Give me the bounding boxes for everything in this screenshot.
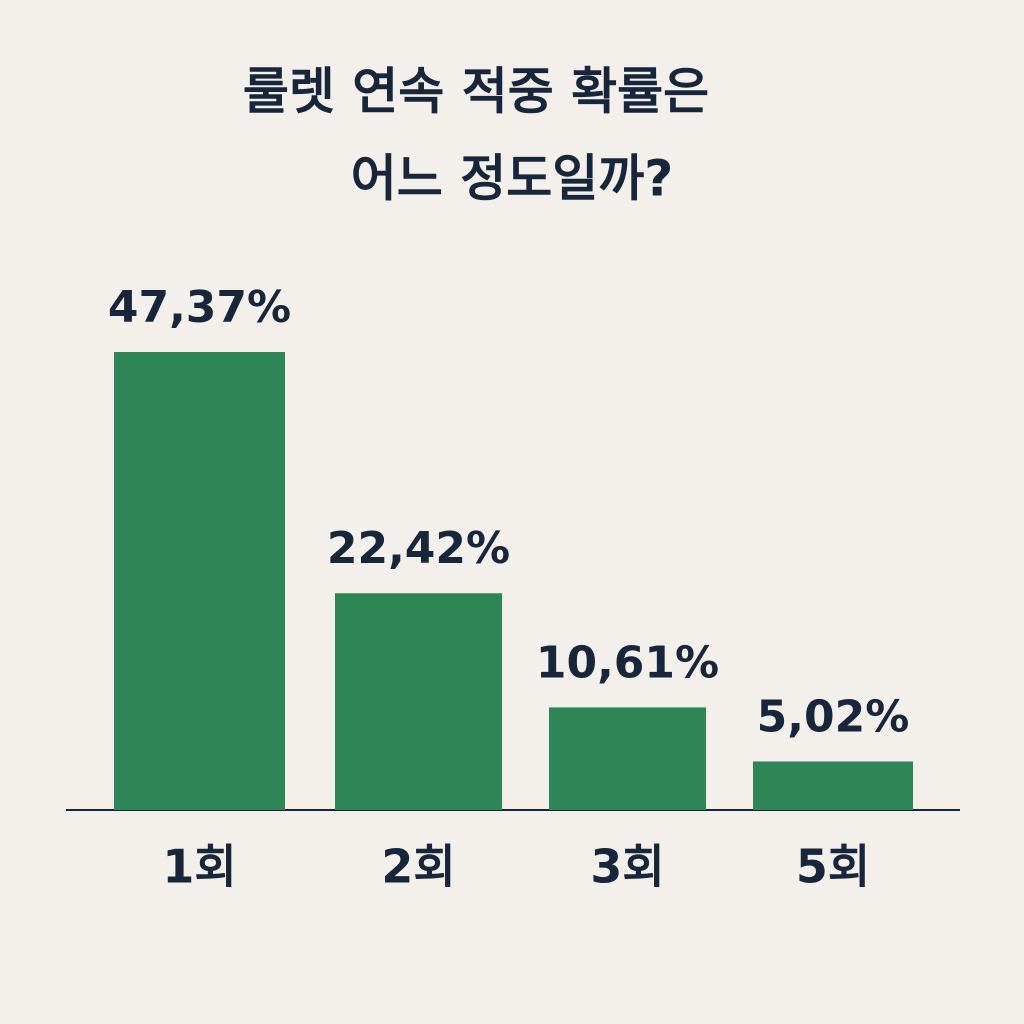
bar <box>549 707 706 810</box>
x-tick-label: 2회 <box>381 840 455 894</box>
value-label: 10,61% <box>536 637 719 688</box>
value-label: 22,42% <box>327 523 510 574</box>
bar <box>114 352 285 810</box>
x-tick-label: 1회 <box>162 840 236 894</box>
x-tick-label: 3회 <box>590 840 664 894</box>
value-label: 47,37% <box>108 282 291 333</box>
bar <box>335 593 502 810</box>
chart-title: 어느 정도일까? <box>351 150 673 208</box>
x-tick-label: 5회 <box>796 840 870 894</box>
bar <box>753 761 913 810</box>
chart-title: 룰렛 연속 적중 확률은 <box>243 63 709 121</box>
value-label: 5,02% <box>757 691 910 742</box>
